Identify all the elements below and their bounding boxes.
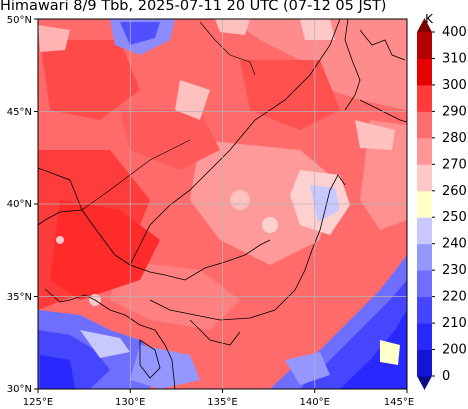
y-tick-label: 35°N: [7, 292, 32, 303]
colorbar-bin: [417, 296, 432, 324]
colorbar-bin: [417, 323, 432, 351]
colorbar-extend-min: [417, 376, 432, 390]
border-lines: [81, 21, 256, 211]
x-tick-label: 140°E: [300, 397, 330, 408]
y-tick-label: 30°N: [7, 384, 32, 395]
colorbar-tick-label: 210: [442, 316, 467, 331]
colorbar-bin: [417, 111, 432, 139]
colorbar-tick-label: 260: [442, 184, 467, 199]
colorbar-bin: [417, 243, 432, 271]
colorbar-bin: [417, 190, 432, 218]
colorbar-extend-max: [417, 18, 432, 32]
colorbar: 0 200 210 220 230 240 250 260 270 280 290 300 310 400: [417, 18, 467, 390]
x-axis: 125°E 130°E 135°E 140°E 145°E: [23, 389, 414, 408]
gridlines: [38, 19, 407, 389]
y-axis: 30°N 35°N 40°N 45°N 50°N: [7, 15, 38, 395]
colorbar-bin: [417, 137, 432, 165]
x-tick-label: 125°E: [23, 397, 53, 408]
y-tick-label: 40°N: [7, 199, 32, 210]
colorbar-tick-label: 0: [442, 369, 450, 384]
colorbar-bin: [417, 84, 432, 112]
colorbar-tick-label: 230: [442, 263, 467, 278]
colorbar-tick-label: 200: [442, 343, 467, 358]
y-tick-label: 50°N: [7, 15, 32, 26]
colorbar-bin: [417, 349, 432, 377]
colorbar-tick-label: 240: [442, 237, 467, 252]
y-tick-label: 45°N: [7, 107, 32, 118]
colorbar-tick-label: 270: [442, 157, 467, 172]
colorbar-tick-label: 220: [442, 290, 467, 305]
colorbar-bin: [417, 270, 432, 298]
coastlines: [38, 19, 407, 389]
x-tick-label: 135°E: [207, 397, 237, 408]
colorbar-unit: K: [425, 12, 433, 26]
x-tick-label: 145°E: [384, 397, 414, 408]
colorbar-tick-label: 290: [442, 104, 467, 119]
colorbar-tick-label: 280: [442, 131, 467, 146]
colorbar-tick-label: 400: [442, 25, 467, 40]
colorbar-bin: [417, 164, 432, 192]
colorbar-bin: [417, 58, 432, 86]
colorbar-tick-label: 310: [442, 51, 467, 66]
colorbar-bin: [417, 217, 432, 245]
x-tick-label: 130°E: [115, 397, 145, 408]
colorbar-tick-label: 300: [442, 78, 467, 93]
colorbar-bin: [417, 32, 432, 59]
map-title: Himawari 8/9 Tbb, 2025-07-11 20 UTC (07-…: [0, 0, 387, 14]
colorbar-tick-label: 250: [442, 210, 467, 225]
